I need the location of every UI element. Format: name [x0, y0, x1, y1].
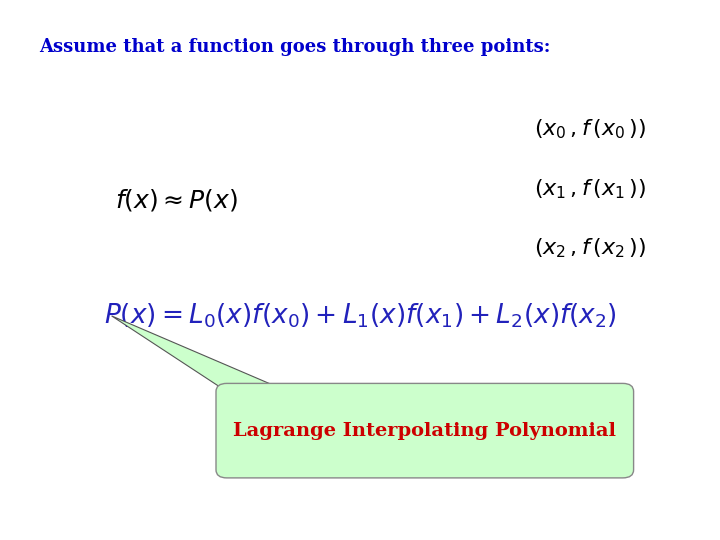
FancyBboxPatch shape	[216, 383, 634, 478]
Text: Lagrange Interpolating Polynomial: Lagrange Interpolating Polynomial	[233, 422, 616, 440]
Text: $(x_0\,,f\,(x_0\,))$: $(x_0\,,f\,(x_0\,))$	[534, 118, 647, 141]
Polygon shape	[112, 316, 288, 392]
Text: Assume that a function goes through three points:: Assume that a function goes through thre…	[40, 38, 551, 56]
Text: $(x_1\,,f\,(x_1\,))$: $(x_1\,,f\,(x_1\,))$	[534, 177, 647, 201]
Text: $f(x) \approx P(x)$: $f(x) \approx P(x)$	[115, 187, 238, 213]
Text: $P(x)=L_0(x)f(x_0)+L_1(x)f(x_1)+L_2(x)f(x_2)$: $P(x)=L_0(x)f(x_0)+L_1(x)f(x_1)+L_2(x)f(…	[104, 302, 616, 330]
Text: $(x_2\,,f\,(x_2\,))$: $(x_2\,,f\,(x_2\,))$	[534, 237, 647, 260]
